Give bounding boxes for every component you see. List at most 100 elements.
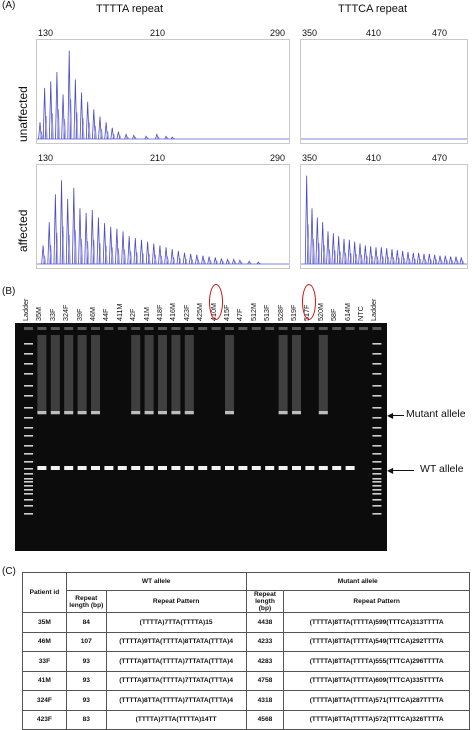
- trace-peak: [65, 198, 70, 265]
- ladder-band: [24, 417, 33, 419]
- trace-subpeak: [81, 118, 85, 140]
- gel-lane-label: 44F: [101, 308, 111, 321]
- mutant-allele-label: Mutant allele: [406, 408, 466, 420]
- trace-peak: [188, 253, 193, 265]
- trace-subpeak: [147, 253, 151, 265]
- trace-subpeak: [209, 259, 213, 265]
- table-row: 324F 93 (TTTTA)8TTA(TTTTA)7TTATA(TTTA)4 431…: [22, 690, 470, 711]
- trace-peak: [145, 241, 150, 265]
- gel-well: [184, 327, 194, 330]
- trace-peak: [374, 247, 378, 265]
- cell-wt-length: 84: [65, 612, 107, 633]
- cell-mut-length: 4233: [245, 631, 285, 652]
- trace-peak: [115, 228, 119, 265]
- ladder-band: [24, 395, 33, 397]
- mutant-smear: [37, 335, 47, 415]
- trace-subpeak: [402, 258, 406, 265]
- ladder-band: [372, 513, 382, 515]
- ladder-band: [372, 363, 382, 365]
- circled-lane-marker: [208, 284, 223, 320]
- trace-subpeak: [166, 137, 169, 140]
- gel-well: [278, 327, 288, 330]
- gel-well: [64, 327, 74, 330]
- trace-subpeak: [317, 243, 321, 265]
- trace-peak: [61, 94, 65, 140]
- tick-label: 210: [150, 153, 166, 163]
- gel-well: [359, 327, 368, 330]
- trace-subpeak: [184, 258, 188, 265]
- wt-band: [225, 466, 234, 470]
- trace-peak: [400, 250, 405, 265]
- gel-well: [238, 327, 248, 330]
- trace-subpeak: [312, 238, 315, 265]
- trace-peak: [55, 72, 59, 140]
- trace-subpeak: [190, 259, 194, 265]
- trace-peak: [47, 222, 52, 265]
- arrow-left-icon: ◀: [387, 466, 394, 475]
- gel-well: [117, 327, 127, 330]
- trace-peak: [170, 249, 175, 265]
- trace-subpeak: [178, 258, 182, 265]
- mutant-band: [278, 411, 288, 414]
- table-row: 46M 107 (TTTTA)9TTA(TTTTA)8TTATA(TTTA)4 423…: [22, 631, 470, 652]
- gel-well: [372, 327, 382, 330]
- trace-peak: [448, 256, 453, 265]
- ladder-band: [24, 478, 33, 480]
- trace-peak: [347, 239, 352, 265]
- trace-peak: [42, 87, 47, 140]
- gel-well: [225, 327, 234, 330]
- trace-peak: [379, 247, 384, 265]
- cell-mut-length: 4568: [245, 709, 285, 730]
- trace-subpeak: [445, 259, 449, 265]
- ladder-band: [372, 473, 382, 475]
- trace-subpeak: [381, 256, 385, 265]
- gel-lane-label: 415F: [222, 304, 231, 321]
- trace-subpeak: [376, 256, 379, 265]
- arrow-left-icon: ◀: [387, 411, 394, 420]
- cell-patient-id: 423F: [22, 709, 67, 730]
- header-mut-pattern: Repeat Pattern: [283, 590, 470, 613]
- trace-peak: [207, 256, 211, 265]
- trace-peak: [139, 239, 144, 265]
- trace-subpeak: [249, 262, 252, 265]
- wt-band: [64, 466, 74, 470]
- trace-subpeak: [153, 254, 157, 265]
- gel-well: [318, 327, 328, 330]
- trace-peak: [151, 243, 156, 265]
- trace-peak: [390, 249, 394, 265]
- trace-subpeak: [461, 260, 465, 265]
- wt-band: [91, 466, 100, 470]
- gel-lane-label: 324F: [61, 304, 71, 321]
- trace-subpeak: [126, 136, 129, 140]
- wt-band: [211, 466, 221, 470]
- header-mutant-allele: Mutant allele: [245, 572, 471, 591]
- gel-well: [265, 327, 275, 330]
- trace-subpeak: [67, 234, 71, 265]
- trace-peak: [38, 122, 42, 140]
- trace-subpeak: [112, 133, 116, 140]
- trace-subpeak: [106, 131, 110, 140]
- cell-patient-id: 324F: [22, 690, 67, 711]
- trace-peak: [406, 251, 410, 265]
- trace-peak: [108, 226, 113, 265]
- trace-peak: [96, 217, 101, 265]
- tick-label: 410: [366, 153, 382, 163]
- ladder-band: [372, 453, 382, 455]
- ladder-band: [372, 435, 382, 437]
- trace-subpeak: [146, 137, 149, 140]
- mutant-smear: [144, 335, 154, 415]
- cell-patient-id: 41M: [22, 670, 67, 691]
- tick-label: 130: [38, 153, 54, 163]
- ladder-band: [372, 353, 382, 355]
- ladder-band: [372, 385, 382, 387]
- cell-mut-length: 4438: [245, 612, 285, 633]
- cell-wt-length: 83: [65, 709, 107, 730]
- table-row: 423F 83 (TTTTA)7TTA(TTTTA)14TT 4568 (TTTTA)8…: [22, 709, 470, 730]
- ladder-band: [372, 407, 382, 409]
- cell-wt-length: 93: [65, 651, 107, 672]
- trace-subpeak: [87, 122, 91, 140]
- tick-label: 470: [432, 28, 448, 38]
- trace-subpeak: [434, 258, 438, 265]
- trace-peak: [85, 101, 90, 140]
- gel-lane-label: 39F: [74, 308, 84, 321]
